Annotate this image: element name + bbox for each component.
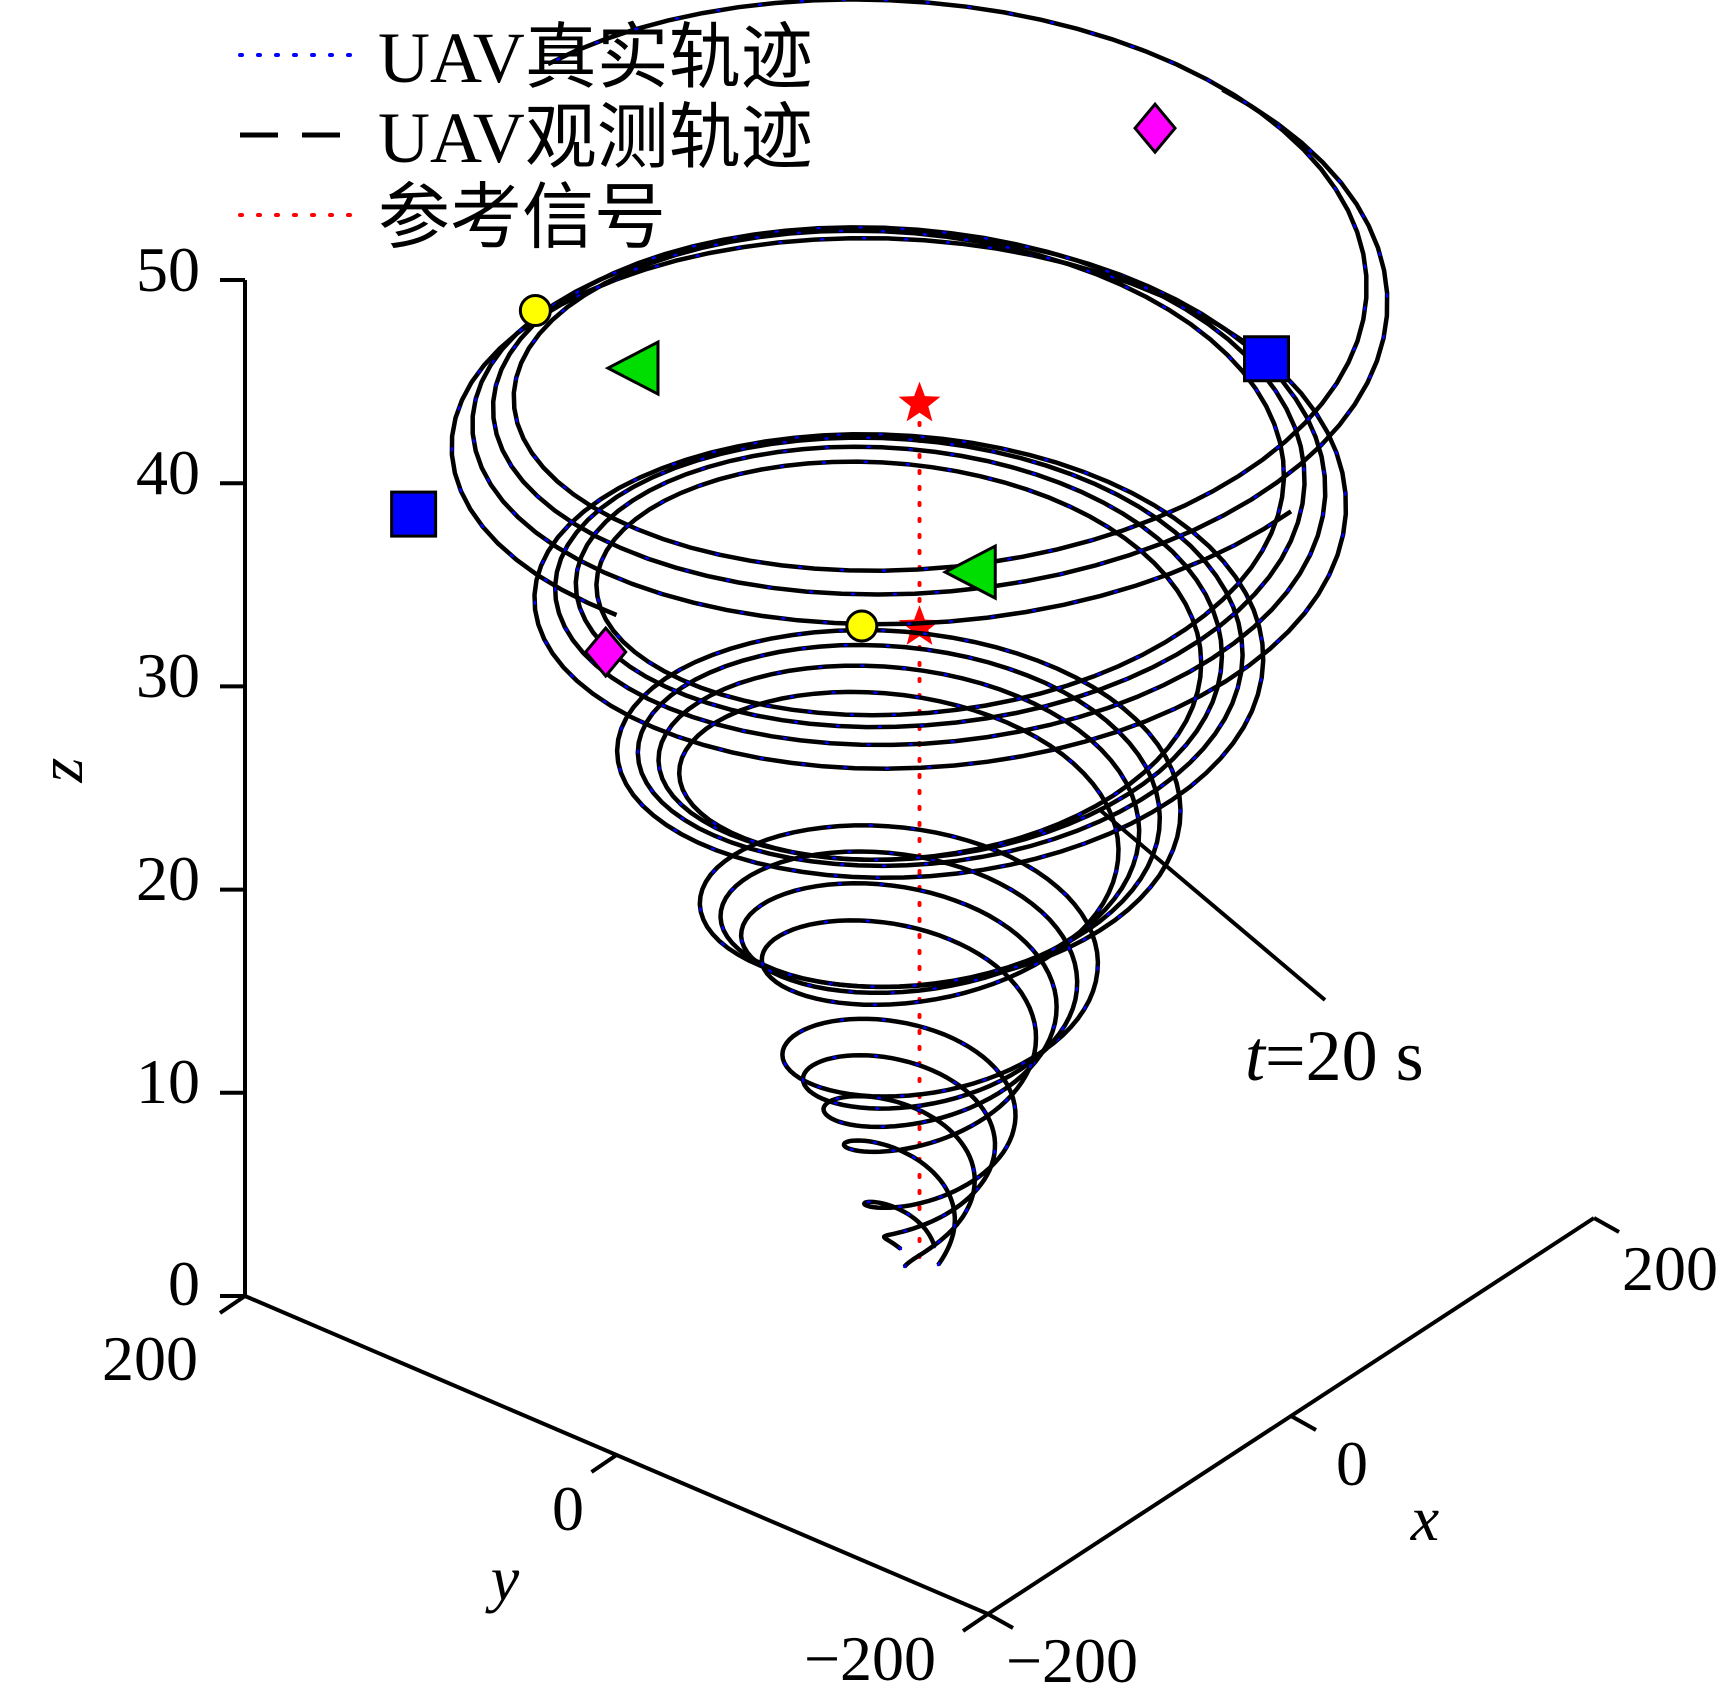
legend: UAV真实轨迹 UAV观测轨迹 参考信号 (238, 18, 813, 258)
x-tick-mark (1290, 1414, 1317, 1432)
x-tick-mark (987, 1612, 1014, 1630)
y-tick-labels: 200 0 −200 (102, 1323, 936, 1694)
y-tick-mark (590, 1453, 618, 1474)
z-tick-label: 20 (136, 843, 200, 914)
true-trajectory-line (491, 88, 1389, 1269)
x-tick-label: 0 (1336, 1428, 1368, 1499)
observed-trajectory-line (511, 0, 1369, 1267)
annotation-label-rest: =20 s (1265, 1016, 1424, 1096)
axes (243, 280, 1596, 1616)
legend-label-true-trajectory: UAV真实轨迹 (378, 18, 813, 98)
annotation-pointer-line (1098, 808, 1327, 1002)
legend-label-reference-signal: 参考信号 (378, 178, 666, 258)
y-tick-mark (961, 1612, 990, 1633)
y-tick-mark (218, 1294, 247, 1315)
observed-trajectory-line (449, 235, 1349, 1248)
markers (390, 101, 1290, 679)
circle-marker (845, 609, 879, 643)
square-marker (390, 490, 438, 538)
legend-label-observed-trajectory: UAV观测轨迹 (378, 98, 813, 178)
x-tick-mark (1593, 1216, 1620, 1234)
x-tick-label: 200 (1622, 1233, 1718, 1304)
annotation-label-italic: t (1245, 1016, 1267, 1096)
trajectories (449, 0, 1390, 1269)
z-tick-label: 30 (136, 640, 200, 711)
x-tick-label: −200 (1006, 1625, 1138, 1696)
x-axis-label: x (1410, 1483, 1439, 1554)
tick-marks (218, 278, 1620, 1633)
z-axis-label: z (25, 757, 96, 783)
x-tick-labels: −200 0 200 (1006, 1233, 1718, 1696)
y-tick-label: 0 (552, 1473, 584, 1544)
z-tick-label: 50 (136, 234, 200, 305)
diamond-marker (1133, 101, 1178, 155)
reference-star-marker (898, 381, 941, 422)
diamond-marker (583, 625, 628, 679)
annotation-label: t=20 s (1245, 1016, 1424, 1096)
observed-trajectory-line (470, 227, 1328, 1251)
y-tick-label: 200 (102, 1323, 198, 1394)
z-tick-label: 10 (136, 1046, 200, 1117)
circle-marker (518, 294, 552, 328)
triangle-marker (604, 339, 660, 397)
y-axis-label: y (485, 1543, 520, 1614)
triangle-marker (941, 543, 997, 601)
z-tick-label: 40 (136, 437, 200, 508)
z-tick-label: 0 (168, 1248, 200, 1319)
z-tick-labels: 0 10 20 30 40 50 (136, 234, 200, 1319)
y-tick-label: −200 (804, 1623, 936, 1694)
square-marker (1243, 335, 1290, 383)
